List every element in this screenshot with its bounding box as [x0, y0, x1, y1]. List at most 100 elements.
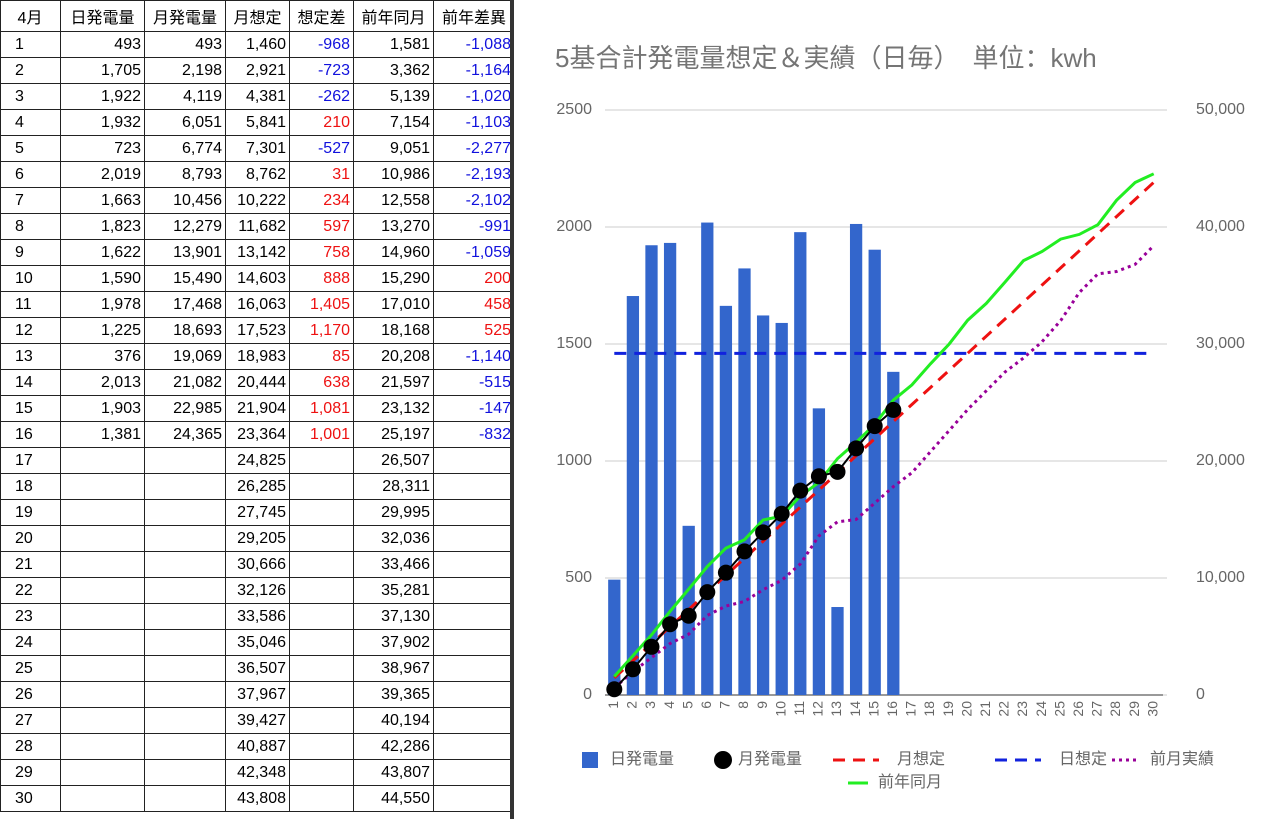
x-tick-label: 24: [1033, 701, 1049, 717]
x-tick-label: 14: [847, 701, 863, 717]
table-row: 15 1,903 22,985 21,904 1,081 23,132 -147: [0, 395, 515, 422]
bar: [608, 579, 621, 695]
x-tick-label: 1: [605, 701, 621, 709]
table-cell: 17,468: [144, 291, 226, 318]
table-cell: 1,590: [60, 265, 145, 292]
table-cell: -2,277: [433, 135, 515, 162]
y2-tick-label: 20,000: [1196, 452, 1245, 469]
point: [773, 505, 790, 522]
y2-tick-label: 0: [1196, 686, 1205, 703]
table-cell: [144, 499, 226, 526]
x-tick-label: 15: [865, 701, 881, 717]
legend-swatch: [582, 752, 598, 768]
table-cell: 42,348: [225, 759, 290, 786]
point: [680, 607, 697, 624]
x-tick-label: 22: [996, 701, 1012, 717]
table-cell: 13,901: [144, 239, 226, 266]
table-cell: 1,978: [60, 291, 145, 318]
y-tick-label: 0: [583, 686, 592, 703]
table-cell: [289, 499, 354, 526]
table-cell: 26,285: [225, 473, 290, 500]
table-cell: 29,995: [353, 499, 434, 526]
table-cell: -991: [433, 213, 515, 240]
y2-tick-label: 40,000: [1196, 218, 1245, 235]
table-cell: [144, 759, 226, 786]
table-cell: 17,523: [225, 317, 290, 344]
table-cell: 525: [433, 317, 515, 344]
table-cell: -1,140: [433, 343, 515, 370]
y-tick-label: 1000: [556, 452, 592, 469]
x-tick-label: 4: [661, 701, 677, 709]
table-cell: 13,142: [225, 239, 290, 266]
table-row: 12 1,225 18,693 17,523 1,170 18,168 525: [0, 317, 515, 344]
table-row: 5 723 6,774 7,301 -527 9,051 -2,277: [0, 135, 515, 162]
table-cell: 21,597: [353, 369, 434, 396]
table-row: 21 30,666 33,466: [0, 551, 515, 578]
x-tick-label: 7: [717, 701, 733, 709]
series-line: [613, 244, 1155, 690]
table-cell: 1,170: [289, 317, 354, 344]
table-cell: 3: [0, 83, 61, 110]
table-cell: 11,682: [225, 213, 290, 240]
table-row: 23 33,586 37,130: [0, 603, 515, 630]
table-cell: -1,020: [433, 83, 515, 110]
x-tick-label: 16: [884, 701, 900, 717]
table-cell: -1,164: [433, 57, 515, 84]
table-cell: -2,102: [433, 187, 515, 214]
x-tick-label: 13: [828, 701, 844, 717]
table-cell: 40,887: [225, 733, 290, 760]
point: [792, 482, 809, 499]
bar: [645, 245, 658, 695]
x-tick-label: 5: [679, 701, 695, 709]
point: [606, 681, 623, 698]
table-cell: 1: [0, 31, 61, 58]
table-cell: 35,281: [353, 577, 434, 604]
bar: [756, 315, 770, 695]
table-row: 19 27,745 29,995: [0, 499, 515, 526]
table-row: 25 36,507 38,967: [0, 655, 515, 682]
table-cell: 2,019: [60, 161, 145, 188]
y2-tick-label: 10,000: [1196, 569, 1245, 586]
table-cell: 38,967: [353, 655, 434, 682]
table-cell: 234: [289, 187, 354, 214]
table-cell: 5,841: [225, 109, 290, 136]
table-cell: 10,222: [225, 187, 290, 214]
table-cell: 8,762: [225, 161, 290, 188]
table-cell: [289, 759, 354, 786]
table-cell: 37,967: [225, 681, 290, 708]
point: [866, 418, 883, 435]
table-cell: 44,550: [353, 785, 434, 812]
x-tick-label: 19: [940, 701, 956, 717]
table-cell: 40,194: [353, 707, 434, 734]
x-tick-label: 21: [977, 701, 993, 717]
table-cell: [433, 551, 515, 578]
x-tick-label: 30: [1144, 701, 1160, 717]
table-cell: [433, 655, 515, 682]
table-cell: 4月: [0, 0, 61, 32]
x-tick-label: 29: [1126, 701, 1142, 717]
table-cell: 6,774: [144, 135, 226, 162]
point: [829, 463, 846, 480]
table-cell: 20,208: [353, 343, 434, 370]
column-divider: [510, 0, 514, 819]
table-cell: -1,088: [433, 31, 515, 58]
table-cell: [144, 655, 226, 682]
table-cell: 12,279: [144, 213, 226, 240]
bar: [868, 249, 881, 695]
table-cell: 2,198: [144, 57, 226, 84]
table-cell: [289, 655, 354, 682]
bar: [887, 371, 900, 695]
table-cell: 23: [0, 603, 61, 630]
table-cell: 24: [0, 629, 61, 656]
x-tick-label: 20: [958, 701, 974, 717]
series-line: [613, 172, 1155, 678]
table-cell: 1,081: [289, 395, 354, 422]
table-cell: 15: [0, 395, 61, 422]
table-row: 30 43,808 44,550: [0, 785, 515, 812]
x-tick-label: 27: [1089, 701, 1105, 717]
table-cell: [289, 525, 354, 552]
table-cell: -832: [433, 421, 515, 448]
legend-label: 日発電量: [610, 750, 674, 768]
table-cell: 1,581: [353, 31, 434, 58]
